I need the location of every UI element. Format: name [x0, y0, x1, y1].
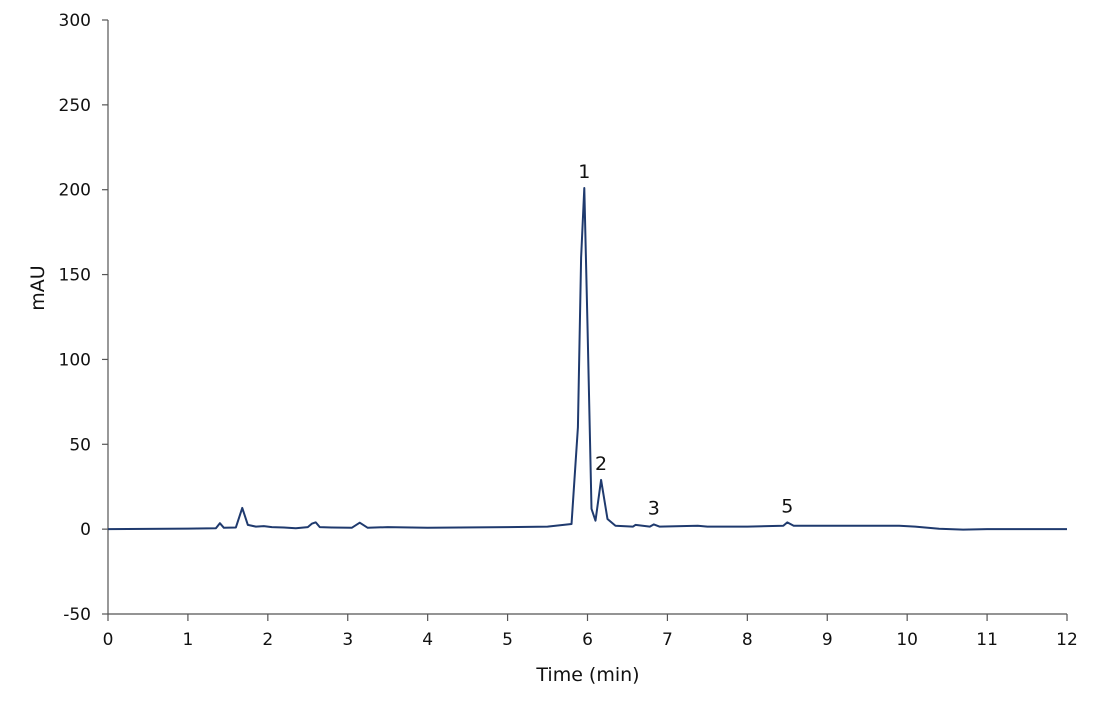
y-tick-label: -50 — [63, 605, 91, 625]
peak-label: 3 — [648, 497, 660, 519]
x-tick-label: 8 — [742, 630, 753, 650]
peak-label: 2 — [595, 453, 607, 475]
y-axis: -50 0 50 100 150 200 250 300 — [59, 11, 109, 625]
y-tick-label: 250 — [59, 96, 91, 116]
y-tick-label: 100 — [59, 350, 91, 370]
x-tick-label: 10 — [896, 630, 918, 650]
x-tick-label: 6 — [582, 630, 593, 650]
x-tick-label: 11 — [976, 630, 998, 650]
peak-label: 5 — [781, 495, 793, 517]
x-tick-label: 12 — [1056, 630, 1078, 650]
y-tick-label: 200 — [59, 181, 91, 201]
y-axis-title: mAU — [27, 265, 49, 310]
x-axis: 0 1 2 3 4 5 6 7 8 9 10 11 12 — [103, 613, 1078, 650]
x-tick-label: 1 — [183, 630, 194, 650]
y-tick-label: 0 — [80, 520, 91, 540]
x-tick-label: 3 — [342, 630, 353, 650]
y-tick-label: 150 — [59, 266, 91, 286]
x-tick-label: 2 — [262, 630, 273, 650]
peak-label: 1 — [578, 161, 590, 183]
y-tick-label: 300 — [59, 11, 91, 31]
x-tick-label: 4 — [422, 630, 433, 650]
x-tick-label: 0 — [103, 630, 114, 650]
x-tick-label: 7 — [662, 630, 673, 650]
peak-annotations: 1 2 3 5 — [578, 161, 793, 519]
x-axis-title: Time (min) — [535, 664, 639, 686]
y-tick-label: 50 — [69, 435, 91, 455]
x-tick-label: 5 — [502, 630, 513, 650]
x-tick-label: 9 — [822, 630, 833, 650]
series-line — [107, 187, 1067, 531]
